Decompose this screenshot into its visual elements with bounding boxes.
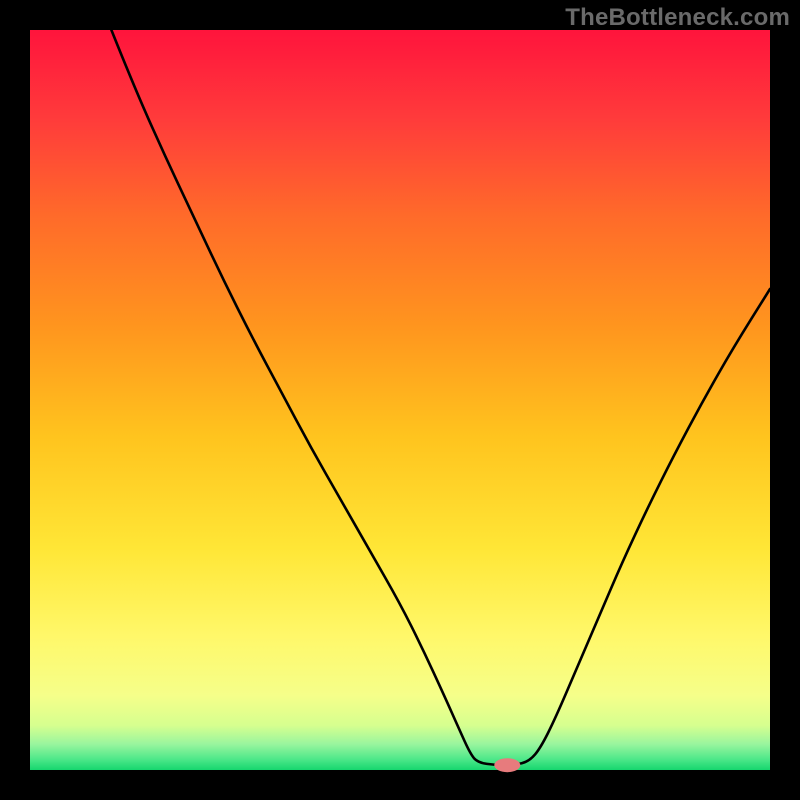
watermark-text: TheBottleneck.com (565, 4, 790, 32)
chart-frame: TheBottleneck.com (0, 0, 800, 800)
plot-background (30, 30, 770, 770)
optimal-point-marker (494, 758, 520, 772)
bottleneck-chart (0, 0, 800, 800)
